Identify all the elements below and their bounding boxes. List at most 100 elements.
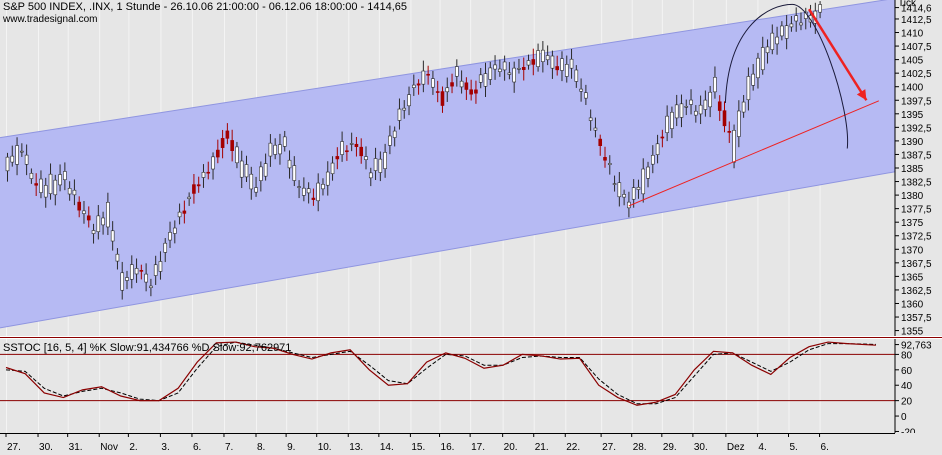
candle-body: [91, 230, 96, 234]
candle: [311, 188, 316, 206]
time-tick-label: 28.: [633, 442, 647, 453]
candle-body: [450, 82, 454, 87]
candle-body: [588, 117, 593, 121]
candle-body: [239, 160, 244, 178]
candle: [655, 134, 660, 164]
candle: [254, 176, 258, 197]
candle-body: [521, 66, 526, 70]
candle-body: [550, 55, 555, 69]
candle: [86, 206, 91, 228]
candle-body: [569, 58, 574, 69]
candle-body: [268, 142, 273, 157]
candle: [220, 129, 225, 159]
candle: [101, 211, 105, 235]
candle-body: [459, 80, 464, 88]
candle: [402, 100, 407, 119]
candle-body: [517, 68, 521, 70]
arrow-shaft: [807, 8, 868, 101]
price-tick-label: 1372,5: [901, 232, 932, 243]
candle-body: [302, 187, 306, 196]
candle: [493, 55, 497, 80]
candle-body: [794, 15, 799, 22]
oscillator-tick-label: 80: [901, 350, 913, 361]
candle-body: [679, 103, 684, 118]
candle-body: [708, 91, 712, 108]
candle-body: [741, 101, 746, 113]
candle: [598, 134, 603, 156]
candle-body: [407, 94, 411, 107]
candle: [158, 251, 163, 280]
oscillator-tick-label: -20: [901, 427, 916, 438]
candle: [426, 65, 430, 85]
candle: [259, 161, 263, 192]
candle: [364, 146, 368, 170]
candle: [263, 153, 268, 181]
candle: [603, 146, 607, 168]
candle: [431, 70, 435, 95]
time-tick-label: 8.: [257, 442, 265, 453]
candle-body: [770, 32, 775, 50]
candle-body: [474, 89, 478, 94]
candle-body: [698, 104, 703, 115]
candle: [397, 98, 402, 130]
candle-body: [306, 188, 311, 194]
candle: [72, 179, 77, 206]
candle: [564, 55, 569, 83]
candle: [765, 39, 770, 64]
candle-body: [483, 73, 488, 87]
candle-body: [818, 4, 822, 13]
candle-body: [110, 230, 115, 242]
candle-body: [192, 184, 196, 194]
candle-body: [77, 201, 81, 211]
candle-body: [125, 277, 129, 281]
price-tick-label: 1414,6: [901, 4, 932, 15]
candle-body: [636, 186, 641, 190]
candle: [435, 80, 440, 103]
price-tick-label: 1362,5: [901, 286, 932, 297]
candle: [588, 109, 593, 131]
candle-body: [39, 178, 43, 193]
candle: [15, 137, 19, 176]
candle: [134, 258, 139, 283]
time-tick-label: 30.: [39, 442, 53, 453]
candle-body: [478, 74, 483, 83]
candle-body: [493, 64, 497, 70]
time-tick-label: 22.: [566, 442, 580, 453]
time-tick-label: 13.: [349, 442, 363, 453]
candle-body: [311, 197, 316, 200]
candle: [173, 220, 177, 244]
candle-body: [53, 179, 58, 196]
time-tick-label: 27.: [7, 442, 21, 453]
candle-body: [694, 110, 698, 116]
candle: [541, 41, 545, 73]
price-tick-label: 1387,5: [901, 150, 932, 161]
time-tick-label: 14.: [380, 442, 394, 453]
candle: [58, 164, 62, 192]
candle-body: [455, 66, 459, 77]
candle-body: [555, 66, 560, 71]
candle-body: [144, 273, 148, 283]
price-tick-label: 1365: [901, 272, 924, 283]
candle: [24, 144, 29, 176]
candle-body: [564, 64, 569, 77]
candle: [216, 139, 220, 164]
candle: [211, 152, 215, 180]
candle: [206, 161, 211, 180]
oscillator-tick-label: 92,763: [901, 341, 932, 352]
candle-body: [263, 163, 268, 177]
candle-body: [206, 171, 211, 174]
price-tick-label: 1390: [901, 137, 924, 148]
candle: [459, 70, 464, 94]
candle: [550, 50, 555, 79]
candle: [29, 168, 34, 184]
candle: [192, 174, 196, 204]
candle: [689, 89, 693, 115]
candle-body: [435, 91, 440, 93]
candle-body: [297, 186, 301, 188]
candle: [244, 155, 249, 182]
candle-body: [775, 36, 779, 45]
price-tick-label: 1392,5: [901, 123, 932, 134]
time-tick-label: 21.: [535, 442, 549, 453]
time-tick-label: 15.: [411, 442, 425, 453]
